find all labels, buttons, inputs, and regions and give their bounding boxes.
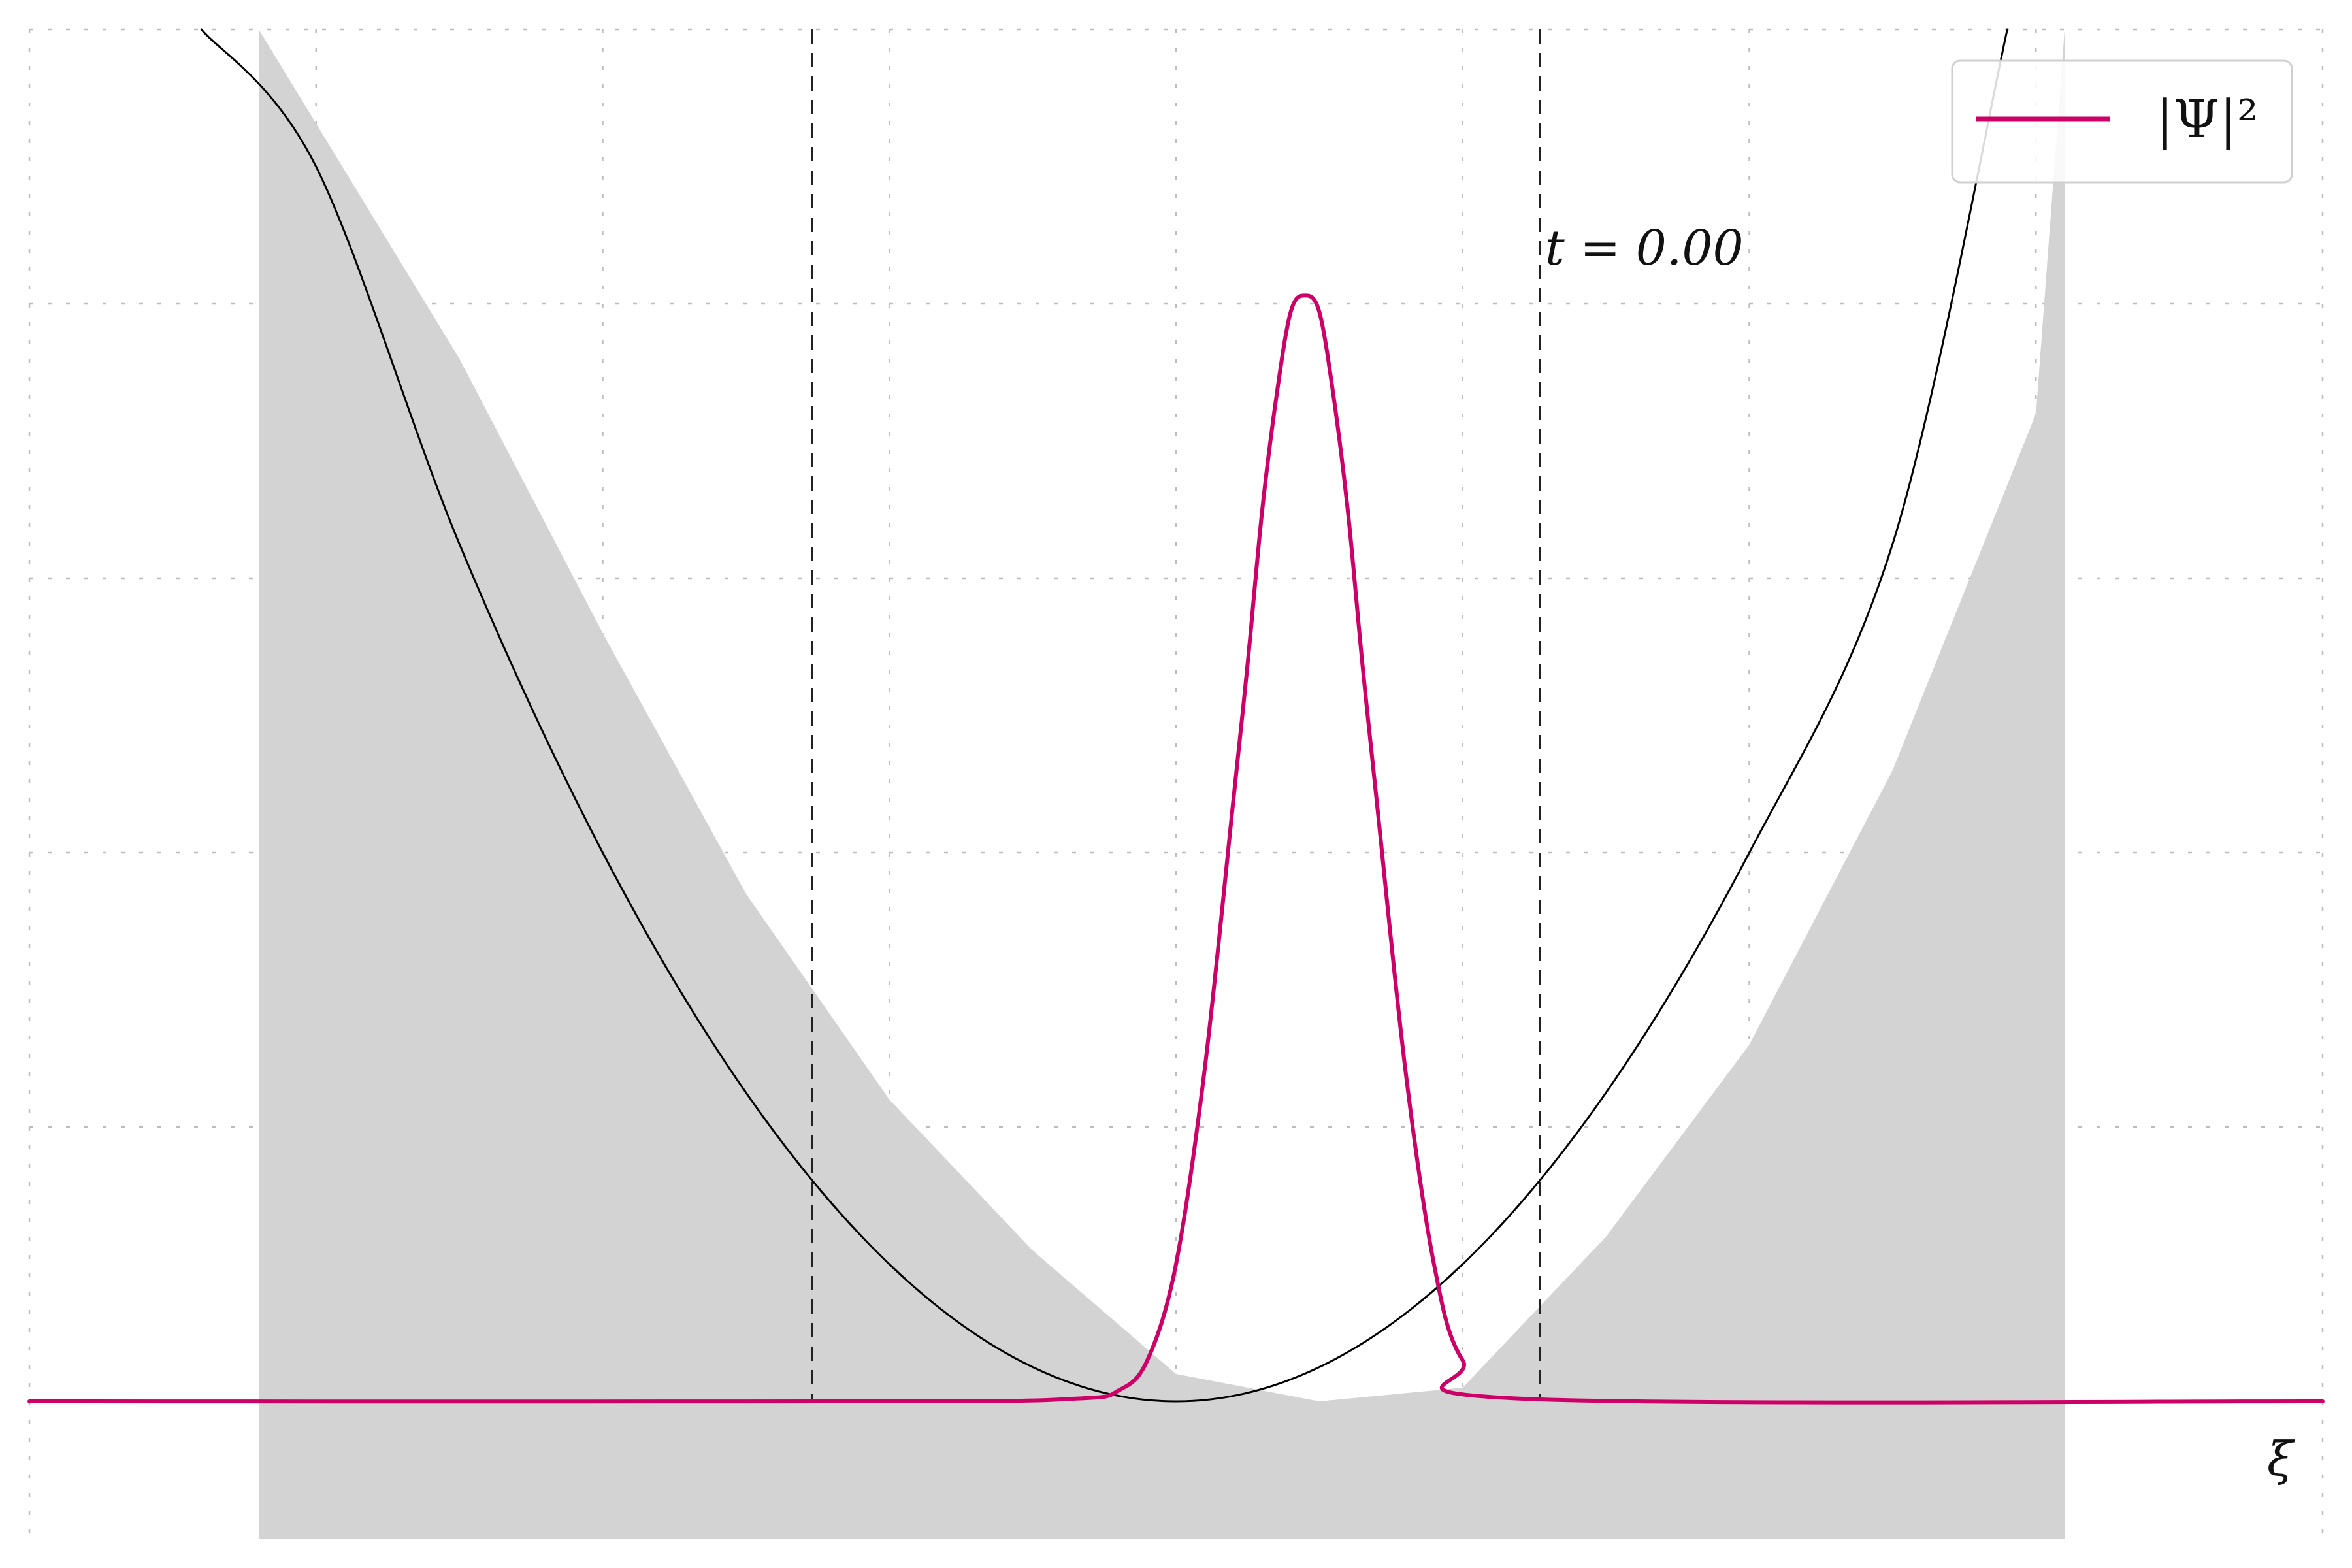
x-axis-label: ξ <box>2267 1431 2295 1486</box>
series-line-potential <box>200 28 2008 1403</box>
legend: |Ψ|² <box>1951 59 2293 184</box>
legend-frame <box>1951 59 2293 184</box>
legend-label-psi-squared: |Ψ|² <box>2156 89 2258 150</box>
time-label: t = 0.00 <box>1545 220 1744 276</box>
series-layer <box>27 28 2325 1405</box>
boundary-lines <box>811 29 1541 1401</box>
confidence-band <box>259 29 2065 1539</box>
band-area <box>259 29 2065 1539</box>
series-line-psi-squared <box>27 293 2325 1405</box>
